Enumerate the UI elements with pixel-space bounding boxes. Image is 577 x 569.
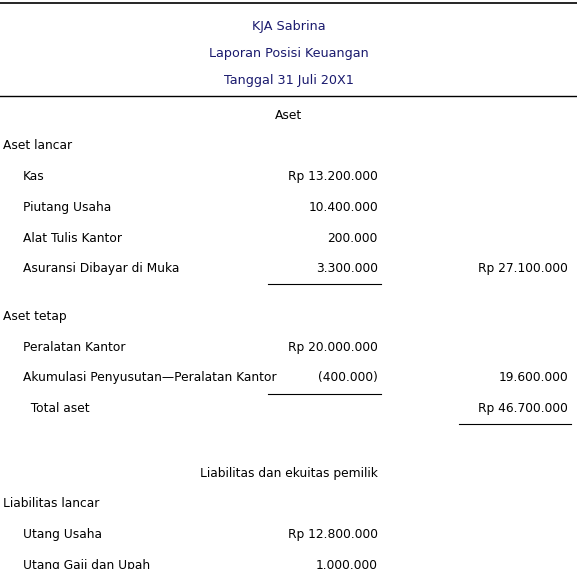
Text: Alat Tulis Kantor: Alat Tulis Kantor	[23, 232, 122, 245]
Text: Rp 20.000.000: Rp 20.000.000	[288, 341, 378, 354]
Text: Rp 13.200.000: Rp 13.200.000	[288, 170, 378, 183]
Text: Peralatan Kantor: Peralatan Kantor	[23, 341, 126, 354]
Text: Aset tetap: Aset tetap	[3, 310, 66, 323]
Text: Aset: Aset	[275, 109, 302, 122]
Text: (400.000): (400.000)	[318, 372, 378, 385]
Text: Utang Gaji dan Upah: Utang Gaji dan Upah	[23, 559, 150, 569]
Text: Kas: Kas	[23, 170, 45, 183]
Text: Aset lancar: Aset lancar	[3, 139, 72, 152]
Text: 19.600.000: 19.600.000	[499, 372, 568, 385]
Text: Piutang Usaha: Piutang Usaha	[23, 201, 111, 214]
Text: Utang Usaha: Utang Usaha	[23, 528, 102, 541]
Text: Tanggal 31 Juli 20X1: Tanggal 31 Juli 20X1	[223, 74, 354, 87]
Text: Laporan Posisi Keuangan: Laporan Posisi Keuangan	[209, 47, 368, 60]
Text: 1.000.000: 1.000.000	[316, 559, 378, 569]
Text: Liabilitas dan ekuitas pemilik: Liabilitas dan ekuitas pemilik	[200, 467, 377, 480]
Text: 200.000: 200.000	[328, 232, 378, 245]
Text: KJA Sabrina: KJA Sabrina	[252, 20, 325, 33]
Text: Asuransi Dibayar di Muka: Asuransi Dibayar di Muka	[23, 262, 179, 275]
Text: Rp 27.100.000: Rp 27.100.000	[478, 262, 568, 275]
Text: 3.300.000: 3.300.000	[316, 262, 378, 275]
Text: Rp 12.800.000: Rp 12.800.000	[288, 528, 378, 541]
Text: Total aset: Total aset	[23, 402, 89, 415]
Text: Akumulasi Penyusutan—Peralatan Kantor: Akumulasi Penyusutan—Peralatan Kantor	[23, 372, 277, 385]
Text: Rp 46.700.000: Rp 46.700.000	[478, 402, 568, 415]
Text: 10.400.000: 10.400.000	[308, 201, 378, 214]
Text: Liabilitas lancar: Liabilitas lancar	[3, 497, 99, 510]
